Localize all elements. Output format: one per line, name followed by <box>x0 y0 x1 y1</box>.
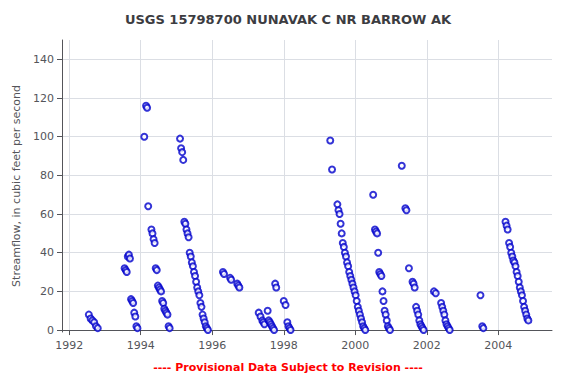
svg-text:1992: 1992 <box>55 339 83 352</box>
svg-text:USGS 15798700 NUNAVAK C NR BAR: USGS 15798700 NUNAVAK C NR BARROW AK <box>125 12 452 27</box>
svg-text:100: 100 <box>33 130 54 143</box>
svg-text:0: 0 <box>47 324 54 337</box>
svg-text:2002: 2002 <box>413 339 441 352</box>
svg-text:20: 20 <box>40 285 54 298</box>
svg-text:1994: 1994 <box>127 339 155 352</box>
svg-text:60: 60 <box>40 208 54 221</box>
svg-text:140: 140 <box>33 53 54 66</box>
svg-text:2000: 2000 <box>341 339 369 352</box>
svg-text:2004: 2004 <box>484 339 512 352</box>
svg-text:120: 120 <box>33 92 54 105</box>
svg-text:40: 40 <box>40 246 54 259</box>
svg-text:---- Provisional Data Subject: ---- Provisional Data Subject to Revisio… <box>153 361 423 374</box>
svg-text:80: 80 <box>40 169 54 182</box>
svg-text:1998: 1998 <box>270 339 298 352</box>
svg-text:Streamflow, in cubic feet per: Streamflow, in cubic feet per second <box>10 85 23 287</box>
svg-text:1996: 1996 <box>198 339 226 352</box>
